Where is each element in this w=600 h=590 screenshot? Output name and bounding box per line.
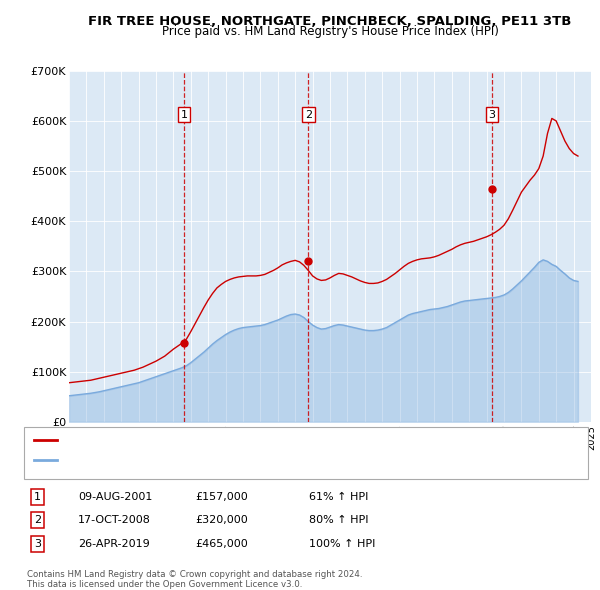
Text: HPI: Average price, detached house, South Holland: HPI: Average price, detached house, Sout… — [63, 455, 317, 465]
Text: 3: 3 — [34, 539, 41, 549]
Text: Contains HM Land Registry data © Crown copyright and database right 2024.
This d: Contains HM Land Registry data © Crown c… — [27, 570, 362, 589]
Text: 100% ↑ HPI: 100% ↑ HPI — [309, 539, 376, 549]
Text: 26-APR-2019: 26-APR-2019 — [78, 539, 150, 549]
Text: 2: 2 — [34, 516, 41, 525]
Text: £465,000: £465,000 — [195, 539, 248, 549]
Text: 17-OCT-2008: 17-OCT-2008 — [78, 516, 151, 525]
Text: 80% ↑ HPI: 80% ↑ HPI — [309, 516, 368, 525]
Text: FIR TREE HOUSE, NORTHGATE, PINCHBECK, SPALDING, PE11 3TB: FIR TREE HOUSE, NORTHGATE, PINCHBECK, SP… — [88, 15, 572, 28]
Text: Price paid vs. HM Land Registry's House Price Index (HPI): Price paid vs. HM Land Registry's House … — [161, 25, 499, 38]
Text: £157,000: £157,000 — [195, 492, 248, 502]
Text: 1: 1 — [181, 110, 187, 120]
Text: 3: 3 — [488, 110, 496, 120]
Text: 09-AUG-2001: 09-AUG-2001 — [78, 492, 152, 502]
Text: 2: 2 — [305, 110, 312, 120]
Text: 61% ↑ HPI: 61% ↑ HPI — [309, 492, 368, 502]
Text: FIR TREE HOUSE, NORTHGATE, PINCHBECK, SPALDING, PE11 3TB (detached house): FIR TREE HOUSE, NORTHGATE, PINCHBECK, SP… — [63, 435, 476, 445]
Text: £320,000: £320,000 — [195, 516, 248, 525]
Text: 1: 1 — [34, 492, 41, 502]
